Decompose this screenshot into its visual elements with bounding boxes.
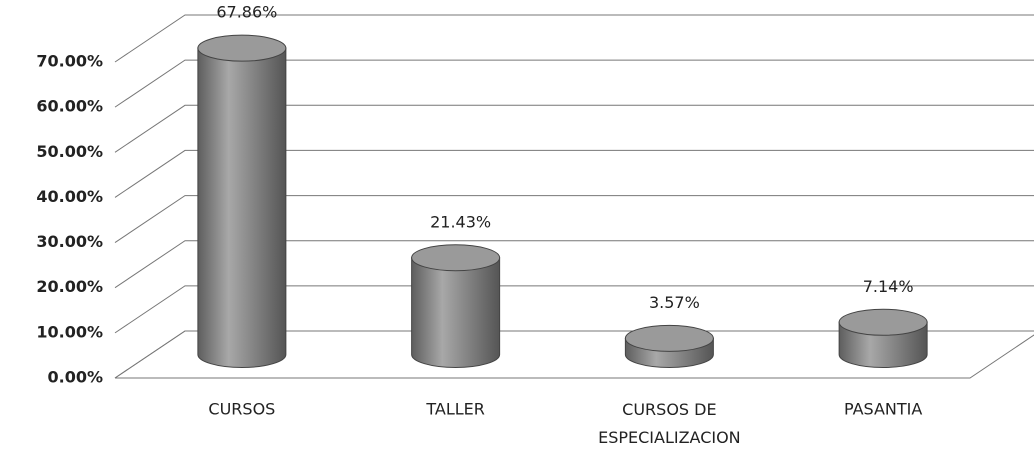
bar-top: [197, 34, 287, 62]
bar-top: [624, 324, 714, 352]
y-tick-label: 70.00%: [36, 52, 103, 71]
grid-line: [114, 330, 1034, 379]
bar: [411, 257, 501, 368]
grid-line: [114, 240, 1034, 289]
grid-line: [114, 195, 1034, 243]
grid-line: [114, 14, 1034, 63]
grid-line: [114, 149, 1034, 198]
data-label: 21.43%: [430, 212, 491, 231]
x-tick-label: PASANTIA: [844, 400, 922, 419]
x-tick-label: CURSOS: [208, 400, 275, 419]
x-tick-label: TALLER: [425, 400, 485, 419]
y-tick-label: 30.00%: [36, 232, 103, 251]
grid-line: [114, 285, 1034, 334]
x-tick-label: CURSOS DE ESPECIALIZACION: [598, 400, 741, 447]
bar-top: [411, 244, 501, 272]
grid-line: [114, 59, 1034, 108]
x-tick-label-line: CURSOS DE: [622, 400, 716, 419]
x-tick-label-line: ESPECIALIZACION: [598, 428, 741, 447]
y-tick-label: 50.00%: [36, 142, 103, 161]
y-tick-label: 10.00%: [36, 322, 103, 341]
y-tick-label: 60.00%: [36, 97, 103, 116]
y-tick-label: 0.00%: [47, 368, 103, 387]
grid-line: [114, 104, 1034, 153]
data-label: 3.57%: [649, 293, 700, 312]
bar-top: [838, 308, 928, 336]
data-label: 67.86%: [216, 3, 277, 22]
y-tick-label: 20.00%: [36, 277, 103, 296]
data-label: 7.14%: [863, 277, 914, 296]
y-tick-label: 40.00%: [36, 187, 103, 206]
bar: [197, 47, 287, 368]
